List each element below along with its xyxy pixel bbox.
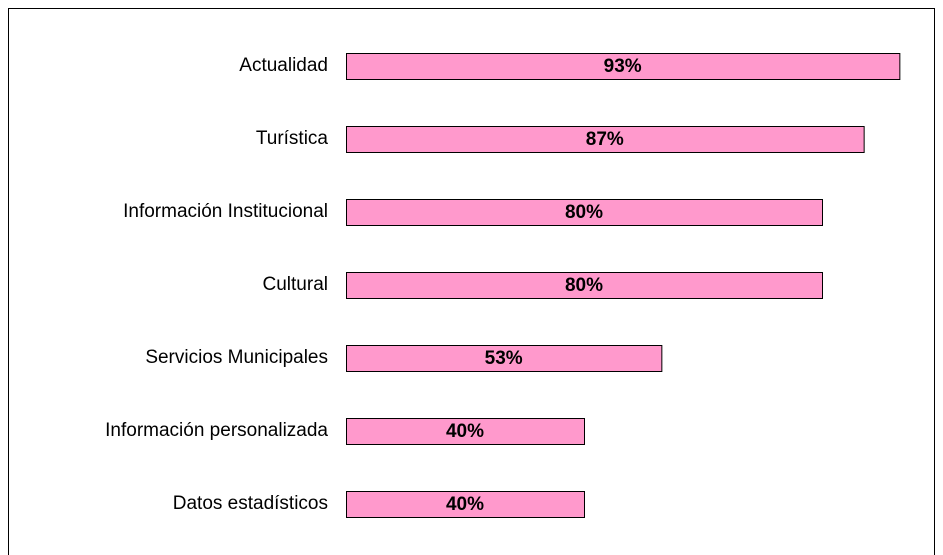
category-label: Turística (256, 128, 329, 149)
category-label: Servicios Municipales (145, 347, 328, 368)
bar (346, 418, 585, 445)
data-label: 40% (446, 421, 484, 442)
bar (346, 345, 663, 372)
category-label: Información personalizada (105, 420, 328, 441)
bar (346, 491, 585, 518)
bar (346, 199, 823, 226)
data-label: 53% (485, 348, 523, 369)
data-label: 87% (586, 129, 624, 150)
data-label: 80% (565, 275, 603, 296)
bar (346, 272, 823, 299)
category-label: Actualidad (239, 55, 328, 76)
category-label: Datos estadísticos (173, 493, 328, 514)
data-label: 93% (604, 56, 642, 77)
data-label: 40% (446, 494, 484, 515)
category-label: Información Institucional (123, 201, 328, 222)
data-label: 80% (565, 202, 603, 223)
category-label: Cultural (263, 274, 328, 295)
bar (346, 53, 901, 80)
bar (346, 126, 865, 153)
